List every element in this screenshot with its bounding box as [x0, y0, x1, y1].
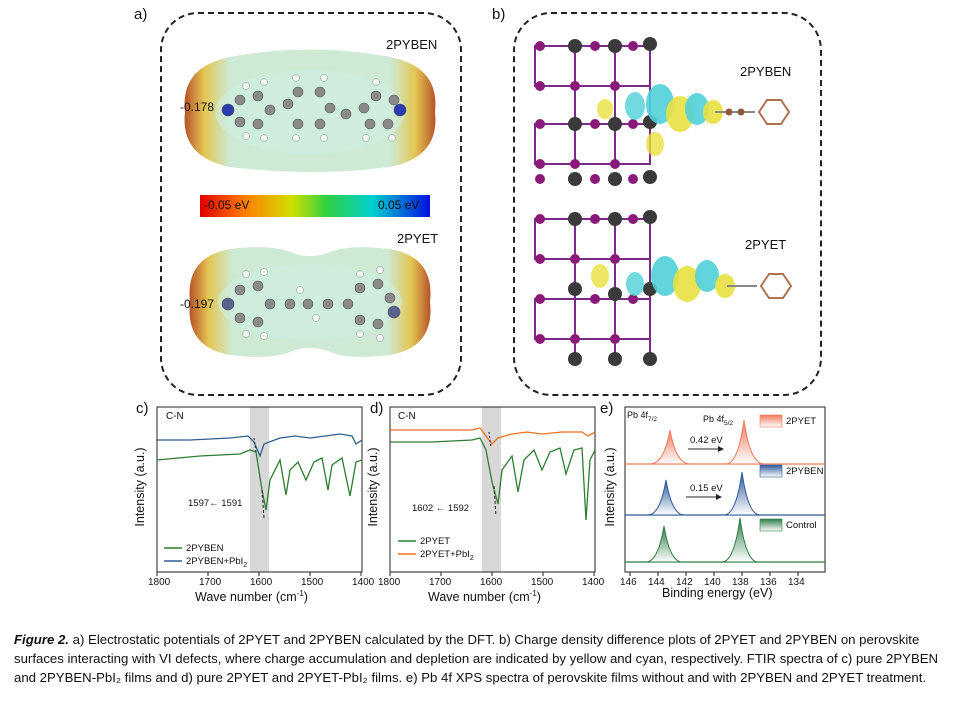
caption-text: a) Electrostatic potentials of 2PYET and…: [14, 632, 939, 685]
panel-c-tag: C-N: [166, 411, 184, 422]
panel-a-label: a): [134, 6, 148, 23]
panel-c-label: c): [136, 400, 149, 417]
panel-a-frame: [160, 12, 462, 396]
c-series-2pyben: [156, 449, 363, 511]
panel-a-bottom-title: 2PYET: [397, 231, 439, 246]
colorbar-min-label: -0.05 eV: [204, 198, 250, 212]
panel-d-chart: [389, 406, 596, 576]
panel-b-top-title: 2PYBEN: [740, 64, 792, 79]
panel-d-label: d): [370, 400, 384, 417]
panel-e-peak2-label: Pb 4f5/2: [703, 414, 734, 427]
panel-c-chart: [156, 406, 363, 576]
panel-c-annotation: 1597← 1591: [188, 498, 243, 509]
panel-e-legend-2pyet: 2PYET: [786, 416, 817, 427]
panel-c-xlabel: Wave number (cm-1): [195, 589, 308, 605]
panel-e-xlabel: Binding energy (eV): [662, 586, 773, 600]
panel-e-shift-2pyben: 0.15 eV: [690, 483, 723, 494]
panel-d-tag: C-N: [398, 411, 416, 422]
panel-a-top-title: 2PYBEN: [386, 37, 438, 52]
panel-d-annotation: 1602 ← 1592: [412, 503, 470, 514]
panel-b-illustration: [534, 37, 793, 366]
figure-caption: Figure 2. a) Electrostatic potentials of…: [14, 630, 944, 687]
panel-e-peak1-label: Pb 4f7/2: [627, 410, 658, 423]
panel-d-ylabel: Intensity (a.u.): [366, 447, 380, 527]
panel-c-legend-1: 2PYBEN: [186, 543, 224, 554]
panel-d-legend-2: 2PYET+PbI2: [420, 549, 474, 562]
panel-a-top-value: -0.178: [180, 100, 215, 114]
panel-b-frame: [513, 12, 822, 396]
panel-e-ylabel: Intensity (a.u.): [603, 447, 617, 527]
panel-a-bottom-value: -0.197: [180, 297, 215, 311]
panel-e-legend-2pyben: 2PYBEN: [786, 466, 824, 477]
d-series-2pyet: [390, 437, 596, 521]
colorbar: [200, 195, 430, 217]
panel-d-xlabel: Wave number (cm-1): [428, 589, 541, 605]
panel-e-chart: [624, 406, 826, 576]
panel-e-legend-control: Control: [786, 520, 817, 531]
c-series-2pyben-pbi2: [157, 433, 363, 458]
panel-e-label: e): [600, 400, 614, 417]
panel-a-illustration: [184, 49, 436, 357]
panel-b-label: b): [492, 6, 506, 23]
d-series-2pyet-pbi2: [390, 427, 596, 445]
panel-d-legend-1: 2PYET: [420, 536, 451, 547]
panel-b-bottom-title: 2PYET: [745, 237, 787, 252]
panel-c-legend-2: 2PYBEN+PbI2: [186, 556, 248, 569]
caption-lead: Figure 2.: [14, 632, 69, 647]
panel-e-shift-2pyet: 0.42 eV: [690, 435, 723, 446]
panel-c-ylabel: Intensity (a.u.): [133, 447, 147, 527]
colorbar-max-label: 0.05 eV: [378, 198, 420, 212]
